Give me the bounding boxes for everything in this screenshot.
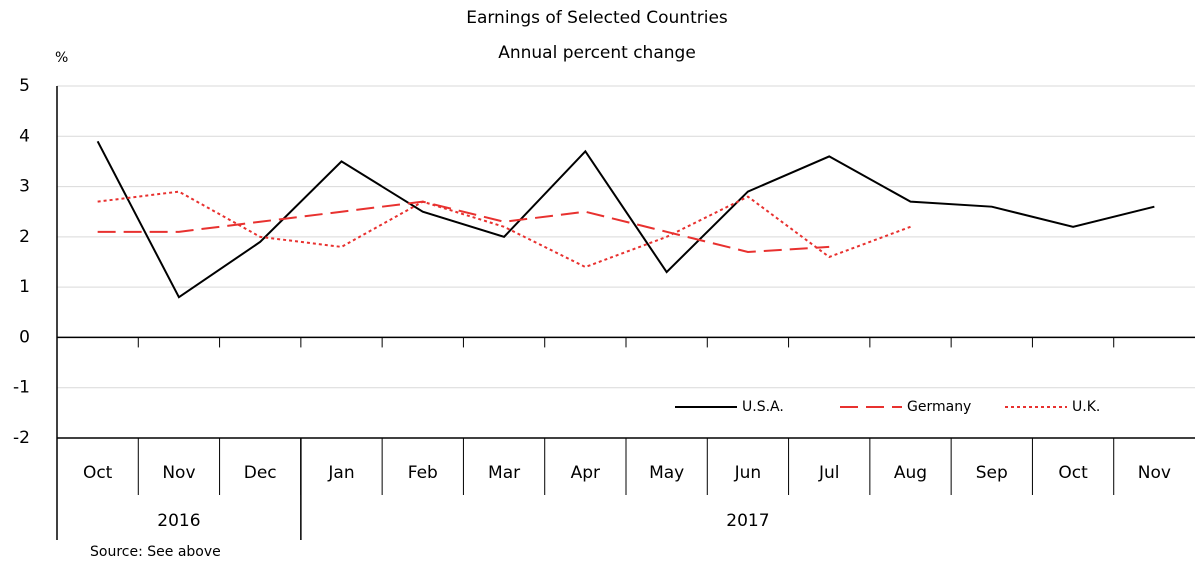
- x-tick-label: Apr: [571, 463, 600, 483]
- x-tick-label: Aug: [894, 463, 927, 483]
- x-tick-label: Jul: [818, 463, 840, 483]
- x-tick-label: Mar: [488, 463, 520, 483]
- y-tick-label: 3: [19, 177, 30, 197]
- x-tick-label: Nov: [1138, 463, 1171, 483]
- x-tick-label: Jan: [327, 463, 354, 483]
- y-tick-label: 4: [19, 126, 30, 146]
- x-tick-label: May: [649, 463, 684, 483]
- x-tick-label: Oct: [83, 463, 113, 483]
- series-line: [97, 190, 911, 269]
- x-tick-label: Feb: [408, 463, 438, 483]
- legend-label: Germany: [907, 399, 971, 415]
- y-axis-label: %: [55, 50, 68, 66]
- x-tick-label: Oct: [1058, 463, 1088, 483]
- source-note: Source: See above: [90, 544, 221, 560]
- year-label: 2016: [157, 511, 200, 531]
- legend-label: U.K.: [1072, 399, 1100, 415]
- chart-subtitle: Annual percent change: [498, 43, 696, 63]
- y-tick-label: 5: [19, 76, 30, 96]
- x-tick-label: Jun: [734, 463, 762, 483]
- year-label: 2017: [726, 511, 769, 531]
- y-tick-label: 0: [19, 327, 30, 347]
- series-line: [97, 200, 830, 253]
- y-tick-label: 2: [19, 227, 30, 247]
- series-line: [96, 140, 1155, 299]
- chart-title: Earnings of Selected Countries: [466, 8, 728, 28]
- x-tick-label: Sep: [976, 463, 1008, 483]
- x-tick-label: Dec: [244, 463, 277, 483]
- legend-label: U.S.A.: [742, 399, 784, 415]
- y-tick-label: -2: [13, 428, 30, 448]
- y-tick-label: 1: [19, 277, 30, 297]
- x-tick-label: Nov: [162, 463, 195, 483]
- y-tick-label: -1: [13, 378, 30, 398]
